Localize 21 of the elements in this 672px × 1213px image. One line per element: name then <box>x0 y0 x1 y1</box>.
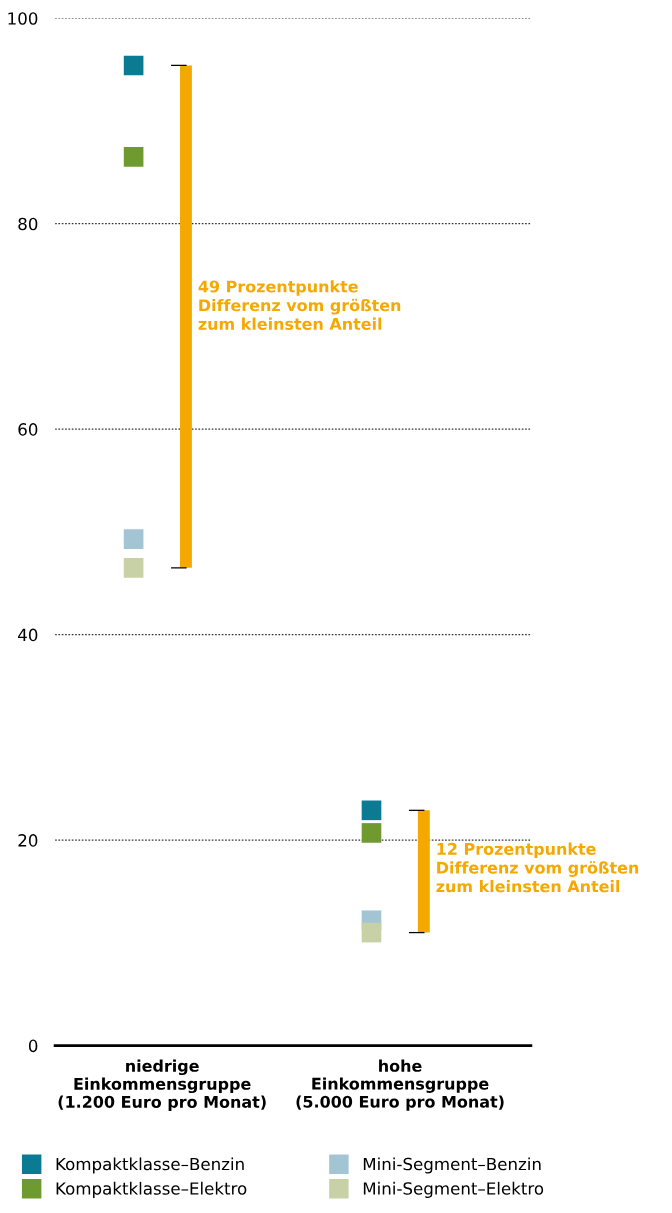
legend-label: Mini-Segment–Elektro <box>363 1181 544 1198</box>
y-tick-label: 80 <box>18 217 38 231</box>
y-tick-label: 100 <box>8 12 38 25</box>
point <box>361 823 382 843</box>
x-tick-label: hohe Einkommensgruppe (5.000 Euro pro Monat) <box>296 1059 504 1111</box>
y-tick-label: 20 <box>18 834 38 847</box>
x-tick-label: niedrige Einkommensgruppe (1.200 Euro pro Monat) <box>58 1059 266 1111</box>
annotation: 49 Prozentpunkte Differenz vom größten zum kleinsten Anteil <box>198 280 401 330</box>
point <box>123 55 144 76</box>
point <box>123 558 144 578</box>
point <box>123 529 144 549</box>
legend-label: Kompaktklasse–Benzin <box>56 1157 244 1174</box>
legend-label: Kompaktklasse–Elektro <box>56 1181 247 1198</box>
y-tick-label: 0 <box>28 1039 38 1053</box>
y-tick-label: 40 <box>18 628 38 642</box>
y-tick-label: 60 <box>18 423 38 436</box>
legend-label: Mini-Segment–Benzin <box>363 1157 541 1174</box>
point <box>361 922 382 943</box>
point <box>123 147 144 167</box>
point <box>361 800 382 821</box>
annotation: 12 Prozentpunkte Differenz vom größten zum kleinsten Anteil <box>436 842 639 893</box>
